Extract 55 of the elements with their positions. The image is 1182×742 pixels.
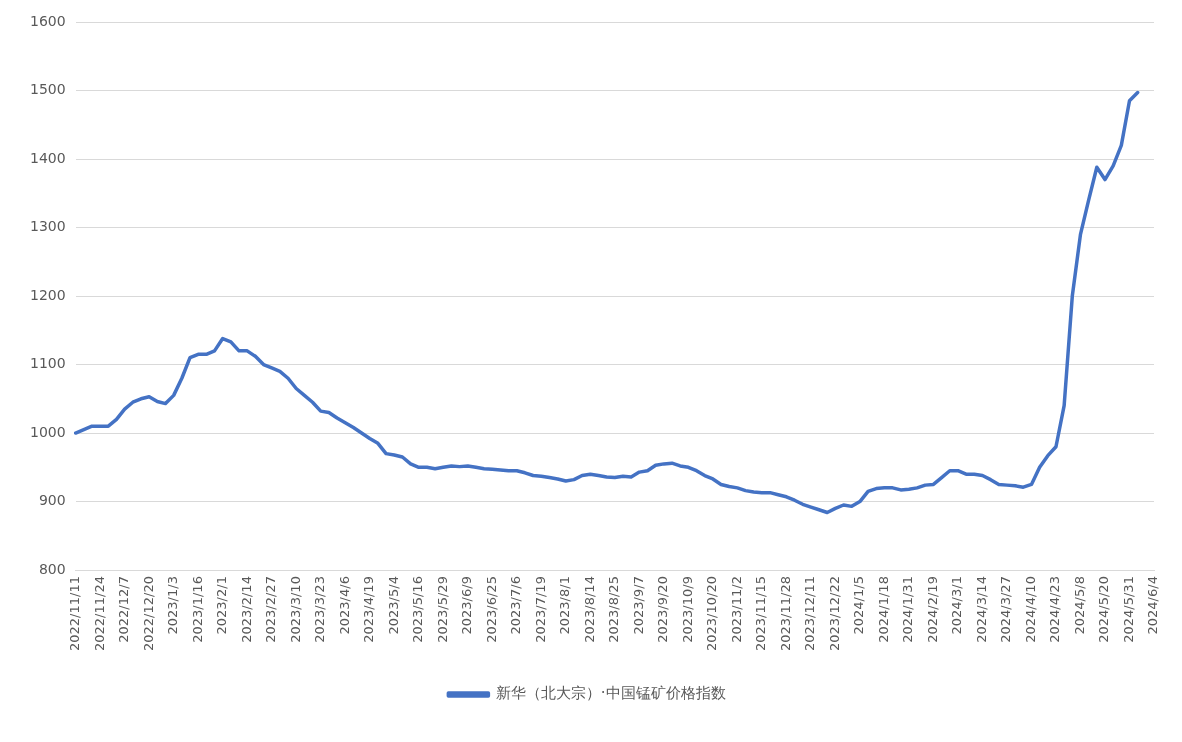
x-tick-label: 2024/1/5 bbox=[851, 576, 867, 635]
x-tick-label: 2023/8/1 bbox=[557, 576, 573, 635]
x-tick-label: 2023/3/10 bbox=[287, 576, 303, 643]
x-tick-label: 2023/7/6 bbox=[508, 576, 524, 635]
x-tick-label: 2022/12/20 bbox=[140, 576, 156, 652]
x-tick-label: 2023/2/27 bbox=[263, 576, 279, 643]
x-tick-label: 2023/4/19 bbox=[361, 576, 377, 643]
x-tick-label: 2023/1/16 bbox=[189, 576, 205, 643]
x-tick-label: 2023/4/6 bbox=[336, 576, 352, 635]
x-tick-label: 2024/4/10 bbox=[1022, 576, 1038, 643]
x-tick-label: 2023/10/20 bbox=[704, 576, 720, 652]
x-tick-label: 2024/3/27 bbox=[998, 576, 1014, 643]
x-tick-label: 2023/5/16 bbox=[410, 576, 426, 643]
x-tick-label: 2023/2/14 bbox=[238, 576, 254, 643]
x-tick-label: 2023/10/9 bbox=[679, 576, 695, 643]
x-tick-label: 2024/6/4 bbox=[1145, 576, 1161, 635]
x-tick-label: 2023/3/23 bbox=[312, 576, 328, 643]
x-tick-label: 2024/3/14 bbox=[973, 576, 989, 643]
y-tick-label: 1200 bbox=[29, 286, 66, 303]
y-tick-label: 1500 bbox=[29, 81, 66, 98]
x-tick-label: 2022/11/24 bbox=[91, 576, 107, 652]
x-tick-label: 2023/2/1 bbox=[214, 576, 230, 635]
x-tick-label: 2024/1/18 bbox=[875, 576, 891, 643]
y-tick-label: 1300 bbox=[29, 218, 66, 235]
y-tick-label: 1000 bbox=[29, 423, 66, 440]
x-tick-label: 2023/5/29 bbox=[434, 576, 450, 643]
x-tick-label: 2023/11/28 bbox=[777, 576, 793, 652]
x-tick-label: 2023/12/22 bbox=[826, 576, 842, 652]
y-tick-label: 1400 bbox=[29, 149, 66, 166]
x-tick-label: 2024/3/1 bbox=[949, 576, 965, 635]
x-tick-label: 2023/6/9 bbox=[459, 576, 475, 635]
x-tick-label: 2024/5/20 bbox=[1096, 576, 1112, 643]
y-tick-label: 900 bbox=[38, 492, 66, 509]
x-tick-label: 2023/12/11 bbox=[802, 576, 818, 652]
x-tick-label: 2023/1/3 bbox=[165, 576, 181, 635]
x-tick-label: 2024/5/8 bbox=[1071, 576, 1087, 635]
x-tick-label: 2023/11/15 bbox=[753, 576, 769, 652]
x-tick-label: 2024/4/23 bbox=[1047, 576, 1063, 643]
x-tick-label: 2024/5/31 bbox=[1120, 576, 1136, 643]
x-tick-label: 2023/9/7 bbox=[630, 576, 646, 635]
x-tick-label: 2023/11/2 bbox=[728, 576, 744, 643]
x-tick-label: 2023/8/25 bbox=[606, 576, 622, 643]
legend-label: 新华（北大宗）·中国锰矿价格指数 bbox=[495, 684, 726, 703]
y-tick-label: 800 bbox=[38, 560, 66, 577]
x-tick-label: 2023/9/20 bbox=[655, 576, 671, 643]
y-tick-label: 1600 bbox=[29, 12, 66, 29]
x-tick-label: 2023/6/25 bbox=[483, 576, 499, 643]
y-tick-label: 1100 bbox=[29, 355, 66, 372]
x-tick-label: 2024/2/19 bbox=[924, 576, 940, 643]
x-tick-label: 2023/5/4 bbox=[385, 576, 401, 635]
x-tick-label: 2022/11/11 bbox=[67, 576, 82, 652]
x-tick-label: 2024/1/31 bbox=[900, 576, 916, 643]
x-tick-label: 2023/8/14 bbox=[581, 576, 597, 643]
x-tick-label: 2023/7/19 bbox=[532, 576, 548, 643]
x-tick-label: 2022/12/7 bbox=[116, 576, 132, 643]
